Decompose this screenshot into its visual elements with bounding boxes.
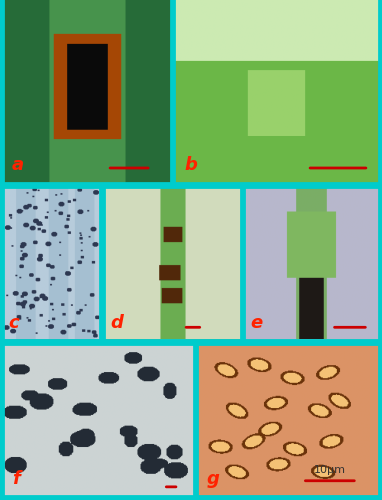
Text: e: e: [251, 314, 263, 332]
Text: g: g: [206, 470, 219, 488]
Text: 10μm: 10μm: [314, 464, 346, 474]
Text: d: d: [110, 314, 123, 332]
Text: f: f: [13, 470, 21, 488]
Text: b: b: [185, 156, 197, 174]
Text: c: c: [8, 314, 19, 332]
Text: a: a: [11, 156, 24, 174]
